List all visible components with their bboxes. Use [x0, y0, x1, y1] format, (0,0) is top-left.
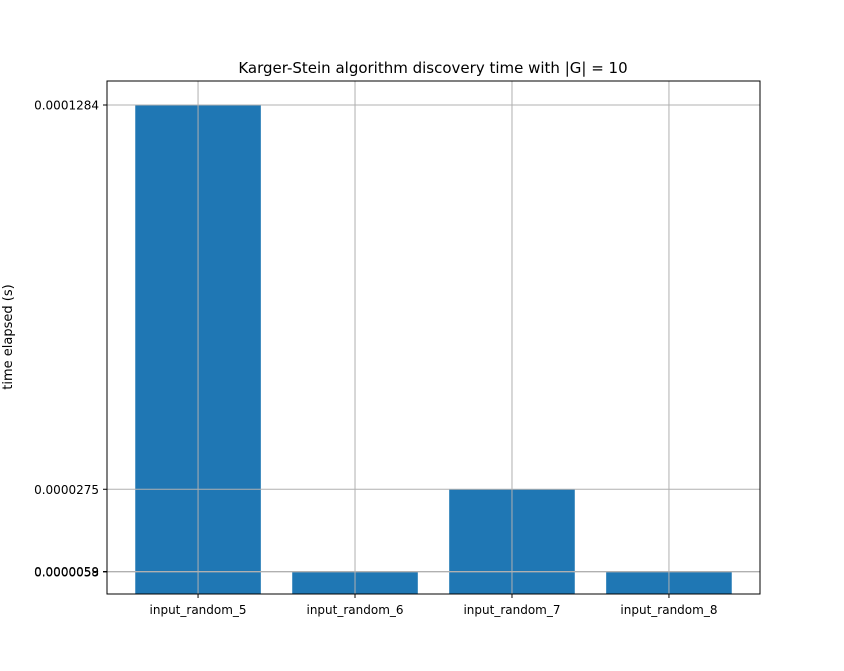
- x-axis-ticks: input_random_5 input_random_6 input_random…: [150, 594, 717, 617]
- x-tick-label: input_random_7: [463, 603, 560, 617]
- y-tick-label: 0.0000275: [34, 483, 99, 497]
- bars: [135, 104, 732, 594]
- y-tick-label: 0.0001284: [34, 98, 99, 112]
- plot-area-frame: [106, 80, 761, 595]
- x-tick-label: input_random_5: [150, 603, 247, 617]
- y-tick-label: 0.0000059: [34, 565, 99, 579]
- chart-title: Karger-Stein algorithm discovery time wi…: [238, 59, 627, 77]
- y-axis-label: time elapsed (s): [1, 284, 16, 389]
- x-tick-label: input_random_8: [620, 603, 717, 617]
- x-tick-label: input_random_6: [306, 603, 403, 617]
- grid-lines-overlay: [107, 81, 760, 594]
- y-tick-label: 0.0000058: [34, 565, 99, 579]
